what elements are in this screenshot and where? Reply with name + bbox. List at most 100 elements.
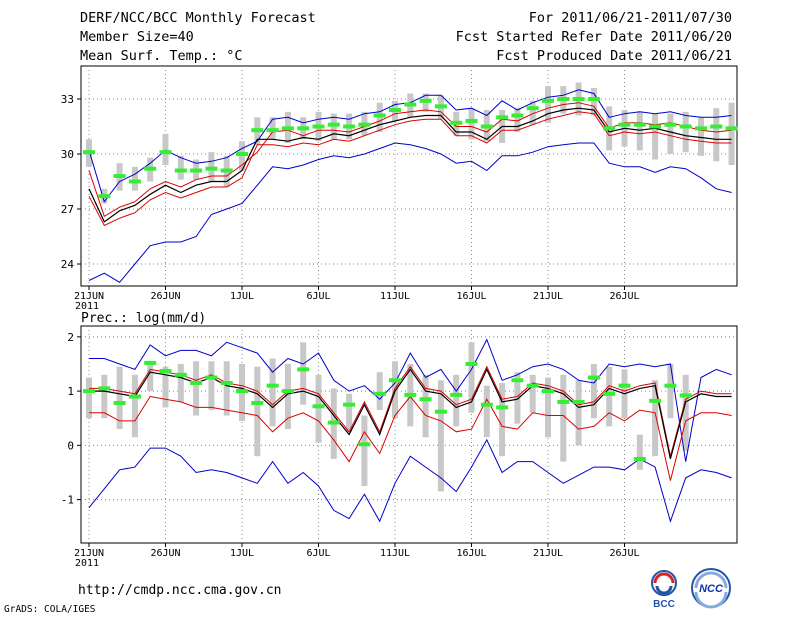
temp-y-tick-label: 27 [61, 203, 74, 216]
temp-median-marker [373, 113, 386, 118]
prec-x-tick-label: 16JUL [456, 548, 486, 559]
prec-median-marker [327, 420, 340, 425]
prec-spread-box [560, 374, 567, 462]
prec-median-marker [679, 393, 692, 398]
prec-median-marker [587, 375, 600, 380]
prec-spread-box [193, 361, 200, 416]
temp-y-tick-label: 24 [61, 258, 75, 271]
temp-median-marker [679, 124, 692, 129]
prec-median-marker [343, 402, 356, 407]
prec-spread-box [346, 393, 353, 432]
prec-spread-box [208, 361, 215, 411]
prec-median-marker [603, 391, 616, 396]
prec-spread-box [529, 374, 536, 413]
temp-x-tick-label: 11JUL [380, 291, 410, 302]
temp-median-marker [159, 150, 172, 155]
grads-credit: GrADS: COLA/IGES [4, 604, 96, 615]
temp-median-marker [236, 152, 248, 156]
temp-spread-box [590, 88, 597, 116]
prec-median-marker [297, 367, 310, 372]
temp-spread-box [514, 108, 521, 132]
temp-median-marker [664, 122, 677, 127]
temp-spread-box [636, 111, 643, 151]
prec-median-marker [511, 378, 524, 383]
prec-median-marker [496, 405, 509, 410]
temp-median-marker [710, 124, 723, 129]
prec-median-marker [480, 402, 493, 407]
temp-spread-box [131, 166, 138, 191]
temp-x-tick-label: 21JUL [533, 291, 563, 302]
prec-median-marker [251, 401, 264, 406]
bcc-logo: BCC [651, 570, 677, 610]
header-start-date: Fcst Started Refer Date 2011/06/20 [455, 29, 732, 45]
prec-median-marker [649, 398, 662, 403]
temp-median-marker [725, 126, 738, 131]
prec-median-marker [266, 383, 279, 388]
temp-spread-box [529, 100, 536, 125]
temp-median-marker [281, 126, 294, 131]
temp-min-line [88, 142, 732, 283]
prec-spread-box [499, 382, 506, 457]
temp-x-tick-label: 6JUL [306, 291, 330, 302]
temp-median-marker [618, 122, 631, 127]
prec-median-marker [281, 389, 294, 394]
prec-median-marker [465, 361, 478, 366]
temp-median-marker [434, 104, 447, 109]
header-period: For 2011/06/21-2011/07/30 [528, 10, 732, 26]
prec-y-tick-label: -1 [61, 494, 74, 507]
temp-median-marker [480, 124, 493, 129]
temp-median-marker [526, 106, 539, 111]
prec-median-marker [450, 392, 463, 397]
temp-x-tick-label: 1JUL [230, 291, 254, 302]
header-member-size: Member Size=40 [80, 29, 194, 45]
temp-y-tick-label: 30 [61, 148, 74, 161]
prec-median-marker [144, 360, 157, 365]
prec-spread-box [315, 374, 322, 443]
prec-x-tick-label: 21JUN [74, 548, 104, 559]
temp-median-marker [205, 166, 218, 171]
temp-spread-box [728, 102, 735, 165]
header-produced-date: Fcst Produced Date 2011/06/21 [496, 48, 732, 64]
prec-spread-box [177, 363, 184, 402]
prec-y-tick-label: 2 [67, 331, 74, 344]
prec-y-tick-label: 1 [67, 385, 74, 398]
prec-x-year-label: 2011 [75, 558, 99, 569]
temp-median-marker [465, 119, 478, 123]
temp-median-marker [144, 166, 157, 171]
prec-x-tick-label: 11JUL [380, 548, 410, 559]
temp-median-marker [83, 150, 95, 155]
prec-median-marker [159, 369, 172, 374]
temp-median-marker [419, 98, 432, 103]
prec-median-marker [373, 391, 386, 396]
prec-x-tick-label: 6JUL [306, 548, 330, 559]
prec-spread-box [636, 434, 643, 470]
temp-median-marker [343, 124, 356, 129]
prec-median-marker [526, 383, 539, 388]
prec-panel-title: Prec.: log(mm/d) [81, 311, 206, 326]
prec-spread-box [101, 374, 108, 419]
prec-x-tick-label: 1JUL [230, 548, 254, 559]
prec-spread-box [606, 366, 613, 427]
temp-median-marker [251, 128, 264, 133]
temp-median-marker [695, 126, 707, 131]
temp-median-marker [128, 179, 141, 184]
prec-median-marker [83, 389, 95, 394]
temp-spread-box [667, 113, 674, 154]
prec-median-marker [419, 397, 432, 402]
prec-median-marker [358, 442, 371, 447]
prec-x-tick-label: 26JUN [150, 548, 180, 559]
temp-x-tick-label: 26JUN [150, 291, 180, 302]
footer-url[interactable]: http://cmdp.ncc.cma.gov.cn [78, 583, 282, 598]
temp-median-marker [649, 124, 662, 129]
prec-median-marker [128, 394, 141, 399]
prec-spread-box [437, 380, 444, 492]
prec-median-marker [557, 399, 570, 404]
temp-spread-box [545, 86, 551, 123]
temp-median-marker [496, 115, 509, 120]
prec-spread-box [453, 374, 460, 427]
prec-spread-box [468, 342, 475, 413]
prec-spread-box [147, 363, 154, 392]
temp-median-marker [358, 122, 371, 127]
prec-median-marker [236, 389, 248, 394]
